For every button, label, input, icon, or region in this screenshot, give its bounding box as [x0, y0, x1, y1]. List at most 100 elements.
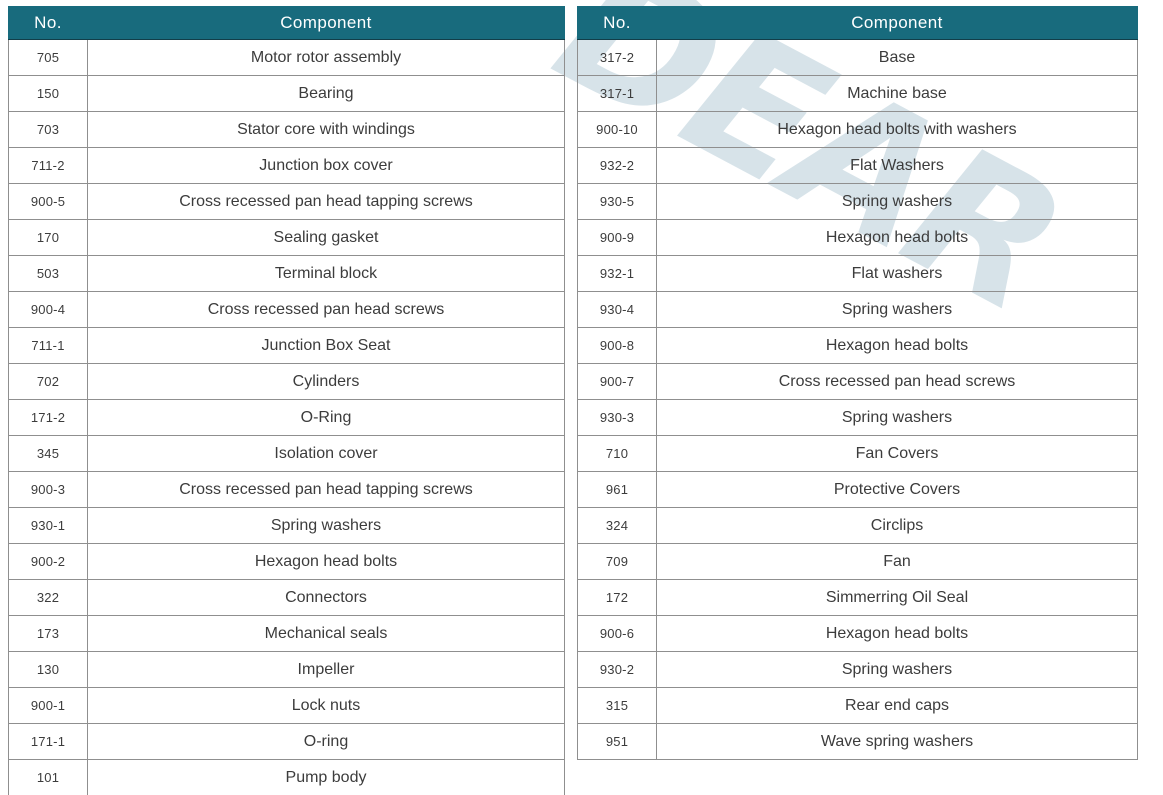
table-row: 171-2 O-Ring: [8, 399, 565, 436]
table-row: 951 Wave spring washers: [577, 723, 1138, 760]
table-row: 710 Fan Covers: [577, 435, 1138, 472]
row-number-cell: 317-2: [577, 39, 657, 76]
table-row: 900-8 Hexagon head bolts: [577, 327, 1138, 364]
table-row: 130 Impeller: [8, 651, 565, 688]
row-number-cell: 900-5: [8, 183, 88, 220]
table-row: 709 Fan: [577, 543, 1138, 580]
table-row: 702 Cylinders: [8, 363, 565, 400]
table-row: 703 Stator core with windings: [8, 111, 565, 148]
row-component-cell: Circlips: [656, 507, 1138, 544]
row-component-cell: Hexagon head bolts: [656, 327, 1138, 364]
row-number-cell: 705: [8, 39, 88, 76]
row-number-cell: 932-2: [577, 147, 657, 184]
row-component-cell: Impeller: [87, 651, 565, 688]
row-number-cell: 900-4: [8, 291, 88, 328]
row-number-cell: 173: [8, 615, 88, 652]
row-number-cell: 324: [577, 507, 657, 544]
row-component-cell: Machine base: [656, 75, 1138, 112]
table-row: 711-1 Junction Box Seat: [8, 327, 565, 364]
row-component-cell: Terminal block: [87, 255, 565, 292]
row-component-cell: Cylinders: [87, 363, 565, 400]
row-component-cell: Flat Washers: [656, 147, 1138, 184]
row-number-cell: 930-2: [577, 651, 657, 688]
row-component-cell: Spring washers: [656, 399, 1138, 436]
row-component-cell: Spring washers: [87, 507, 565, 544]
row-component-cell: Hexagon head bolts: [87, 543, 565, 580]
row-component-cell: Spring washers: [656, 651, 1138, 688]
row-component-cell: Mechanical seals: [87, 615, 565, 652]
row-component-cell: Flat washers: [656, 255, 1138, 292]
table-row: 101 Pump body: [8, 759, 565, 795]
table-row: 900-2 Hexagon head bolts: [8, 543, 565, 580]
row-component-cell: Hexagon head bolts: [656, 615, 1138, 652]
table-row: 171-1 O-ring: [8, 723, 565, 760]
table-row: 900-9 Hexagon head bolts: [577, 219, 1138, 256]
row-number-cell: 709: [577, 543, 657, 580]
row-component-cell: Stator core with windings: [87, 111, 565, 148]
row-component-cell: Lock nuts: [87, 687, 565, 724]
table-row: 172 Simmerring Oil Seal: [577, 579, 1138, 616]
row-number-cell: 900-3: [8, 471, 88, 508]
row-component-cell: Rear end caps: [656, 687, 1138, 724]
row-number-cell: 150: [8, 75, 88, 112]
table-body: 705 Motor rotor assembly 150 Bearing 703 Stat…: [8, 39, 565, 795]
row-component-cell: Protective Covers: [656, 471, 1138, 508]
row-number-cell: 170: [8, 219, 88, 256]
row-component-cell: Cross recessed pan head tapping screws: [87, 183, 565, 220]
row-number-cell: 930-4: [577, 291, 657, 328]
table-row: 900-6 Hexagon head bolts: [577, 615, 1138, 652]
table-row: 170 Sealing gasket: [8, 219, 565, 256]
row-number-cell: 900-1: [8, 687, 88, 724]
row-number-cell: 930-5: [577, 183, 657, 220]
table-row: 173 Mechanical seals: [8, 615, 565, 652]
row-number-cell: 900-8: [577, 327, 657, 364]
table-row: 900-10 Hexagon head bolts with washers: [577, 111, 1138, 148]
table-row: 150 Bearing: [8, 75, 565, 112]
row-number-cell: 171-2: [8, 399, 88, 436]
row-number-cell: 503: [8, 255, 88, 292]
parts-table-left: No. Component 705 Motor rotor assembly 150…: [8, 6, 565, 795]
row-number-cell: 961: [577, 471, 657, 508]
table-header-row: No. Component: [577, 6, 1138, 40]
row-component-cell: Hexagon head bolts with washers: [656, 111, 1138, 148]
table-row: 315 Rear end caps: [577, 687, 1138, 724]
row-number-cell: 932-1: [577, 255, 657, 292]
row-number-cell: 900-7: [577, 363, 657, 400]
row-number-cell: 951: [577, 723, 657, 760]
column-header-component: Component: [87, 6, 565, 40]
row-component-cell: O-Ring: [87, 399, 565, 436]
row-component-cell: Junction Box Seat: [87, 327, 565, 364]
table-header-row: No. Component: [8, 6, 565, 40]
row-number-cell: 130: [8, 651, 88, 688]
table-row: 930-2 Spring washers: [577, 651, 1138, 688]
row-component-cell: Cross recessed pan head screws: [87, 291, 565, 328]
table-row: 932-1 Flat washers: [577, 255, 1138, 292]
table-row: 900-5 Cross recessed pan head tapping scr…: [8, 183, 565, 220]
table-row: 705 Motor rotor assembly: [8, 39, 565, 76]
row-component-cell: Hexagon head bolts: [656, 219, 1138, 256]
row-component-cell: Junction box cover: [87, 147, 565, 184]
row-number-cell: 317-1: [577, 75, 657, 112]
row-number-cell: 171-1: [8, 723, 88, 760]
row-number-cell: 900-9: [577, 219, 657, 256]
table-row: 900-3 Cross recessed pan head tapping scr…: [8, 471, 565, 508]
row-component-cell: Wave spring washers: [656, 723, 1138, 760]
row-number-cell: 900-2: [8, 543, 88, 580]
table-row: 900-4 Cross recessed pan head screws: [8, 291, 565, 328]
row-number-cell: 711-1: [8, 327, 88, 364]
table-row: 317-2 Base: [577, 39, 1138, 76]
row-number-cell: 172: [577, 579, 657, 616]
column-header-no: No.: [577, 6, 657, 40]
row-component-cell: Bearing: [87, 75, 565, 112]
table-row: 930-3 Spring washers: [577, 399, 1138, 436]
column-header-no: No.: [8, 6, 88, 40]
column-header-component: Component: [656, 6, 1138, 40]
row-number-cell: 710: [577, 435, 657, 472]
table-row: 317-1 Machine base: [577, 75, 1138, 112]
table-row: 900-1 Lock nuts: [8, 687, 565, 724]
parts-table-right: No. Component 317-2 Base 317-1 Machine base…: [577, 6, 1138, 760]
row-number-cell: 930-3: [577, 399, 657, 436]
table-row: 711-2 Junction box cover: [8, 147, 565, 184]
row-component-cell: Fan Covers: [656, 435, 1138, 472]
